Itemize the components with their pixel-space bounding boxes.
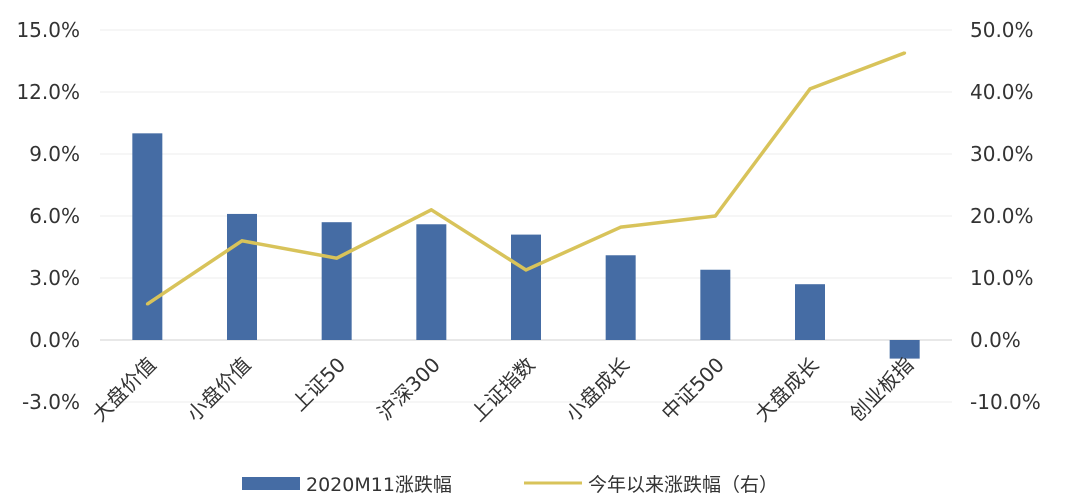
left-axis-ticks: -3.0% 0.0% 3.0% 6.0% 9.0% 12.0% 15.0% [16, 18, 80, 414]
bar-series [132, 133, 920, 359]
line-point [429, 208, 433, 212]
line-point [145, 302, 149, 306]
legend-bar-label: 2020M11涨跌幅 [306, 474, 452, 496]
left-tick-label: 6.0% [29, 204, 80, 228]
line-point [903, 51, 907, 55]
category-label: 沪深300 [373, 353, 445, 425]
left-tick-label: 15.0% [16, 18, 80, 42]
left-tick-label: 12.0% [16, 80, 80, 104]
category-label: 大盘成长 [750, 353, 824, 427]
legend-line-label: 今年以来涨跌幅（右） [588, 474, 778, 496]
bar [700, 269, 731, 340]
right-axis-ticks: -10.0% 0.0% 10.0% 20.0% 30.0% 40.0% 50.0% [970, 18, 1041, 414]
left-tick-label: 3.0% [29, 266, 80, 290]
line-point [524, 268, 528, 272]
category-label: 上证50 [287, 353, 350, 416]
category-label: 小盘成长 [561, 353, 635, 427]
line-point [240, 239, 244, 243]
category-labels: 大盘价值 小盘价值 上证50 沪深300 上证指数 小盘成长 中证500 大盘成长 创业板指 [87, 353, 918, 427]
legend-bar-swatch [242, 477, 300, 490]
category-label: 中证500 [657, 353, 729, 425]
category-label: 上证指数 [466, 353, 540, 427]
line-point [619, 225, 623, 229]
right-tick-label: 0.0% [970, 328, 1021, 352]
bar [889, 340, 920, 359]
category-label: 大盘价值 [87, 353, 161, 427]
category-label: 小盘价值 [182, 353, 256, 427]
bar [511, 234, 541, 340]
right-tick-label: 10.0% [970, 266, 1034, 290]
bar [416, 224, 447, 340]
bar [227, 213, 257, 340]
line-point [713, 214, 717, 218]
left-tick-label: 0.0% [29, 328, 80, 352]
line-point [808, 87, 812, 91]
bar [795, 284, 825, 340]
line-series [145, 51, 907, 306]
right-tick-label: 20.0% [970, 204, 1034, 228]
right-tick-label: -10.0% [970, 390, 1041, 414]
right-tick-label: 30.0% [970, 142, 1034, 166]
bar [132, 133, 163, 340]
bar [605, 255, 636, 340]
line-point [335, 256, 339, 260]
legend: 2020M11涨跌幅 今年以来涨跌幅（右） [242, 474, 778, 496]
right-tick-label: 40.0% [970, 80, 1034, 104]
left-tick-label: -3.0% [22, 390, 80, 414]
bar [321, 222, 352, 340]
left-tick-label: 9.0% [29, 142, 80, 166]
category-label: 创业板指 [845, 353, 919, 427]
right-tick-label: 50.0% [970, 18, 1034, 42]
